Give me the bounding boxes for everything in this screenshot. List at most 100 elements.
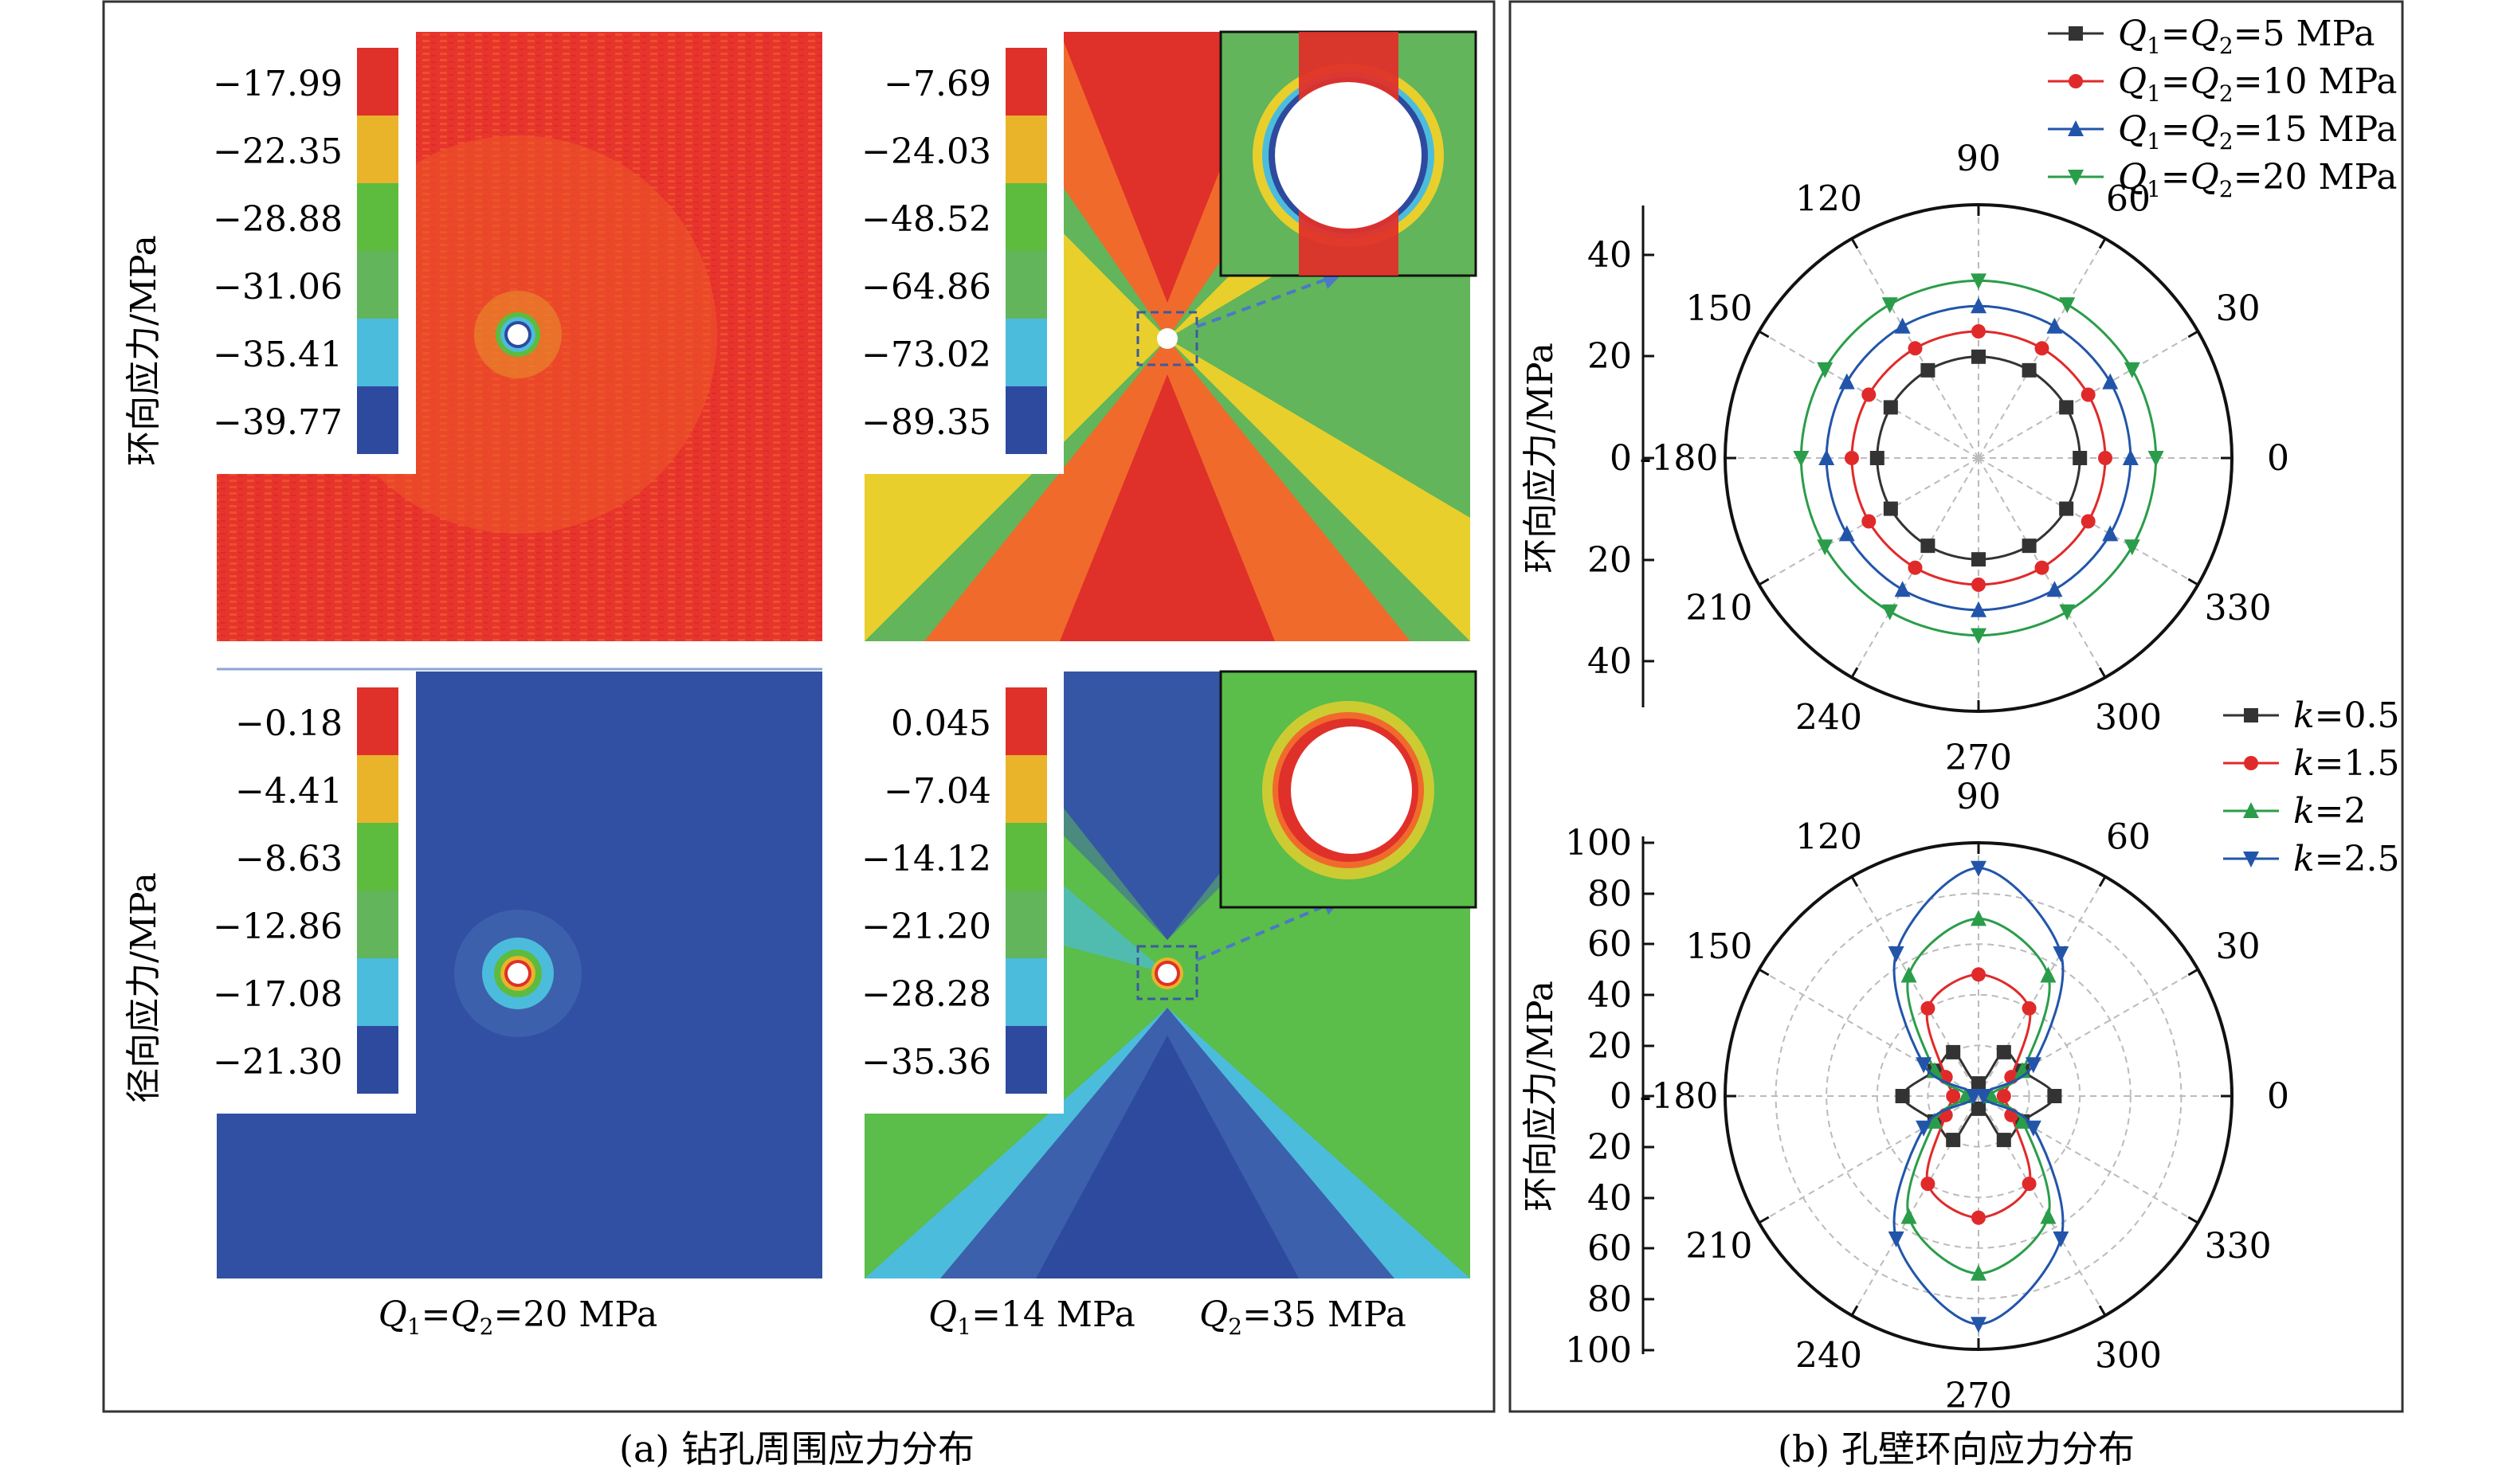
- polar-angle-label: 0: [2267, 1076, 2289, 1117]
- colorbar-swatch: [357, 891, 398, 958]
- polar-angle-tick: [2187, 330, 2199, 339]
- marker-triangle-down: [2053, 946, 2069, 962]
- colorbar-swatch: [1006, 823, 1047, 891]
- legend-label: k=2.5: [2293, 839, 2400, 879]
- polar-angle-label: 270: [1945, 1376, 2012, 1416]
- polar-grid-circle: [1826, 943, 2132, 1249]
- colorbar-swatch: [1006, 687, 1047, 755]
- polar-angle-label: 0: [2267, 438, 2289, 479]
- polar-angle-tick: [1850, 237, 1859, 249]
- polar-angle-tick: [2098, 237, 2107, 249]
- colorbar-tick-label: −0.18: [235, 703, 343, 744]
- marker-circle: [1861, 387, 1877, 402]
- marker-circle: [1971, 324, 1986, 339]
- marker-triangle-down: [2124, 362, 2140, 378]
- marker-square: [2047, 1089, 2062, 1103]
- marker-square: [1971, 1076, 1986, 1091]
- marker-triangle-up: [2102, 525, 2119, 542]
- colorbar-tick-label: −28.28: [861, 974, 991, 1015]
- marker-triangle-down: [1888, 946, 1904, 962]
- panel-b-frame: [1508, 0, 2404, 1413]
- marker-triangle-up: [1926, 1112, 1943, 1129]
- marker-triangle-up: [2243, 802, 2259, 818]
- colorbar-swatch: [357, 116, 398, 183]
- colorbar-tick-label: −31.06: [213, 267, 343, 307]
- polar-angle-label: 330: [2205, 588, 2272, 628]
- marker-square: [2244, 708, 2258, 722]
- radial-axis-label: 60: [1587, 924, 1632, 965]
- polar-angle-tick: [2098, 875, 2107, 887]
- marker-square: [2022, 362, 2037, 378]
- marker-triangle-up: [1983, 1087, 1999, 1103]
- legend-label: k=1.5: [2293, 743, 2400, 784]
- marker-triangle-down: [2243, 852, 2259, 867]
- polar-spoke: [1978, 1095, 2106, 1316]
- polar-angle-tick: [2098, 1305, 2107, 1317]
- polar-angle-label: 210: [1685, 588, 1752, 628]
- marker-triangle-down: [1888, 1231, 1904, 1248]
- marker-triangle-down: [1881, 297, 1898, 314]
- colorbar-swatch: [357, 687, 398, 755]
- colorbar-swatch: [357, 755, 398, 823]
- radial-axis-label: 20: [1587, 336, 1632, 377]
- polar-angle-label: 240: [1795, 698, 1862, 738]
- marker-circle: [1908, 341, 1923, 356]
- marker-square: [1883, 400, 1898, 415]
- colorbar-swatch: [357, 183, 398, 251]
- marker-square: [1920, 538, 1935, 554]
- marker-circle: [2069, 74, 2083, 88]
- marker-triangle-up: [1838, 525, 1855, 542]
- legend-label: k=2: [2293, 791, 2367, 832]
- marker-triangle-up: [1971, 910, 1986, 926]
- legend-label: Q1=Q2=15 MPa: [2118, 109, 2397, 155]
- marker-triangle-down: [1971, 860, 1986, 877]
- radial-axis-label: 80: [1587, 1279, 1632, 1320]
- marker-triangle-down: [1817, 539, 1833, 556]
- marker-circle: [2098, 451, 2112, 465]
- marker-triangle-up: [1894, 317, 1911, 334]
- polar-angle-label: 270: [1945, 738, 2012, 778]
- caption-q2: Q2=35 MPa: [1199, 1294, 1406, 1340]
- colorbar-tick-label: −48.52: [861, 199, 991, 240]
- marker-square: [1996, 1044, 2011, 1059]
- legend-label: Q1=Q2=10 MPa: [2118, 61, 2397, 107]
- marker-triangle-up: [2040, 966, 2057, 983]
- radial-axis-label: 100: [1565, 1330, 1632, 1371]
- marker-circle: [1908, 560, 1923, 575]
- marker-triangle-up: [1971, 1264, 1986, 1281]
- caption-panel-a: (a) 钻孔周围应力分布: [619, 1427, 975, 1470]
- marker-triangle-up: [1894, 581, 1911, 597]
- marker-triangle-up: [1971, 297, 1986, 314]
- colorbar-swatch: [357, 1026, 398, 1094]
- colorbar-tick-label: −14.12: [861, 839, 991, 879]
- marker-triangle-up: [1958, 1087, 1975, 1103]
- marker-triangle-up: [2014, 1112, 2031, 1129]
- marker-circle: [2034, 560, 2049, 575]
- marker-triangle-up: [1900, 966, 1917, 983]
- polar-angle-label: 30: [2216, 926, 2261, 967]
- colorbar-tick-label: −4.41: [235, 771, 343, 812]
- marker-triangle-down: [1916, 1057, 1932, 1074]
- marker-square: [1895, 1089, 1910, 1103]
- colorbar-tick-label: −17.08: [213, 974, 343, 1015]
- polar-chart-k: 0306090120150-18021024027030033010080604…: [1520, 695, 2400, 1416]
- polar-angle-label: 150: [1685, 926, 1752, 967]
- marker-triangle-down: [1916, 1120, 1932, 1137]
- marker-square: [1996, 1133, 2011, 1148]
- marker-circle: [1971, 578, 1986, 592]
- polar-spoke: [1978, 1095, 2198, 1224]
- panel-a-frame: [102, 0, 1496, 1413]
- marker-triangle-up: [1971, 601, 1986, 617]
- marker-triangle-down: [1817, 362, 1833, 378]
- radial-axis-label: 40: [1587, 641, 1632, 682]
- polar-chart-uniform: 0306090120150-18021024027030033040200204…: [1520, 14, 2397, 778]
- colorbars: −17.99 −22.35 −28.88 −31.06 −35.41 −39.77 −7.6…: [213, 32, 1064, 1114]
- polar-angle-tick: [2187, 968, 2199, 977]
- marker-circle: [2022, 1000, 2037, 1016]
- marker-triangle-up: [2040, 1208, 2057, 1224]
- polar-ylabel: 环向应力/MPa: [1520, 981, 1561, 1212]
- marker-square: [2059, 501, 2074, 516]
- colorbar-swatch: [1006, 386, 1047, 454]
- polar-angle-tick: [1758, 330, 1770, 339]
